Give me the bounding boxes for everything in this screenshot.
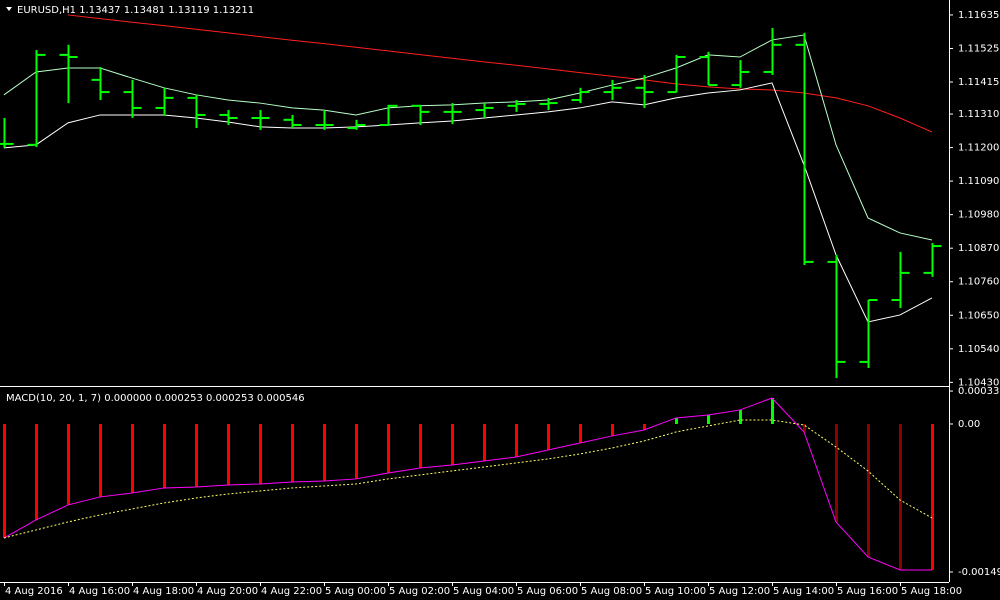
histogram-bar [547, 423, 550, 450]
histogram-bar [291, 423, 294, 483]
overlay-line [3, 82, 933, 323]
y-tick-label: 1.10870 [958, 243, 999, 254]
y-tick-label: 1.11635 [958, 10, 999, 21]
histogram-bar [451, 423, 454, 466]
y-tick-label: -0.001497 [958, 567, 1000, 578]
histogram-bar [3, 423, 6, 538]
histogram-bar [739, 409, 742, 424]
x-tick-label: 5 Aug 02:00 [389, 586, 450, 597]
histogram-bar [483, 423, 486, 461]
x-tick-label: 5 Aug 14:00 [773, 586, 834, 597]
histogram-bar [899, 423, 902, 570]
x-tick-label: 5 Aug 12:00 [709, 586, 770, 597]
x-tick-label: 5 Aug 10:00 [645, 586, 706, 597]
x-tick-label: 5 Aug 18:00 [901, 586, 962, 597]
histogram-bar [611, 423, 614, 436]
x-tick-label: 5 Aug 08:00 [581, 586, 642, 597]
histogram-bar [515, 423, 518, 457]
y-tick-label: 1.10430 [958, 377, 999, 388]
y-tick-label: 1.11200 [958, 143, 999, 154]
y-tick-label: 1.11415 [958, 77, 999, 88]
x-tick-label: 4 Aug 22:00 [261, 586, 322, 597]
y-tick-label: 1.11525 [958, 43, 999, 54]
histogram-bar [867, 423, 870, 557]
histogram-bar [259, 423, 262, 484]
x-tick-label: 5 Aug 06:00 [517, 586, 578, 597]
histogram-bar [323, 423, 326, 482]
histogram-bar [643, 423, 646, 431]
histogram-bar [195, 423, 198, 487]
x-tick-label: 4 Aug 16:00 [69, 586, 130, 597]
y-tick-label: 1.10540 [958, 344, 999, 355]
histogram-bar [355, 423, 358, 479]
signal-line [3, 419, 933, 539]
y-tick-label: 0.000333 [958, 386, 1000, 397]
x-tick-label: 5 Aug 16:00 [837, 586, 898, 597]
chart-title: EURUSD,H1 1.13437 1.13481 1.13119 1.1321… [17, 5, 254, 16]
x-tick-label: 5 Aug 00:00 [325, 586, 386, 597]
y-tick-label: 1.10760 [958, 277, 999, 288]
indicator-title: MACD(10, 20, 1, 7) 0.000000 0.000253 0.0… [6, 393, 305, 404]
histogram-bar [35, 423, 38, 520]
histogram-bar [99, 423, 102, 497]
y-tick-label: 1.10650 [958, 310, 999, 321]
menu-triangle [6, 7, 12, 11]
x-tick-label: 4 Aug 2016 [5, 586, 63, 597]
y-tick-label: 1.10980 [958, 210, 999, 221]
macd-line [3, 397, 932, 571]
histogram-bar [227, 423, 230, 485]
histogram-bar [67, 423, 70, 505]
overlay-line [3, 34, 933, 241]
histogram-bar [579, 423, 582, 443]
histogram-bar [771, 397, 774, 424]
histogram-bar [387, 423, 390, 474]
histogram-bar [803, 423, 806, 432]
histogram-bar [675, 417, 678, 424]
y-tick-label: 1.11090 [958, 176, 999, 187]
x-tick-label: 4 Aug 20:00 [197, 586, 258, 597]
y-tick-label: 1.11310 [958, 109, 999, 120]
x-tick-label: 5 Aug 04:00 [453, 586, 514, 597]
y-tick-label: 0.00 [958, 419, 980, 430]
histogram-bar [931, 423, 934, 570]
histogram-bar [707, 414, 710, 424]
histogram-bar [835, 423, 838, 522]
overlay-line [67, 14, 933, 133]
histogram-bar [131, 423, 134, 493]
histogram-bar [163, 423, 166, 488]
x-tick-label: 4 Aug 18:00 [133, 586, 194, 597]
histogram-bar [419, 423, 422, 468]
